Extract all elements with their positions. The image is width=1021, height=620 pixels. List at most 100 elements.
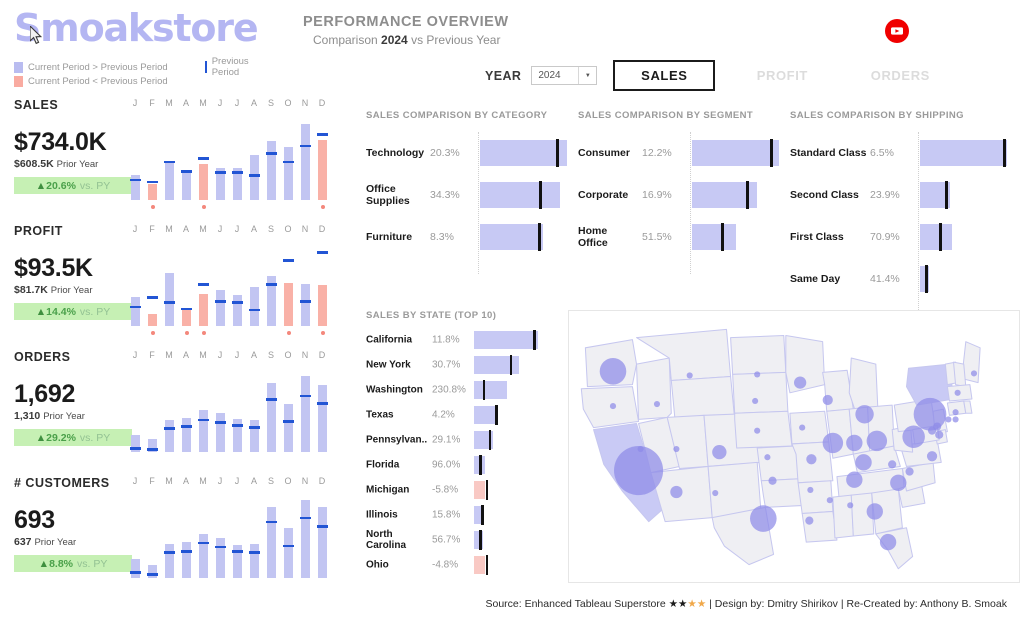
map-bubble-OR[interactable] [609, 403, 617, 410]
map-bubble-NV[interactable] [637, 445, 644, 453]
map-bubble-MS[interactable] [826, 497, 833, 504]
spark-bar [300, 240, 311, 338]
map-bubble-IN[interactable] [846, 434, 863, 452]
year-select[interactable]: 2024 ▼ [531, 66, 598, 85]
map-state-NE[interactable] [734, 410, 793, 449]
map-state-GA[interactable] [871, 488, 903, 535]
kpi-title: ORDERS [14, 350, 71, 364]
spark-previous-marker [198, 541, 209, 545]
spark-month-label: A [250, 98, 257, 108]
map-bubble-SC[interactable] [905, 467, 914, 476]
map-bubble-SD[interactable] [752, 397, 759, 405]
map-state-NH[interactable] [953, 361, 967, 388]
map-bubble-AR[interactable] [807, 486, 814, 494]
map-bubble-CT[interactable] [945, 416, 952, 423]
map-bubble-OH[interactable] [866, 430, 888, 452]
map-bubble-MN[interactable] [794, 376, 807, 389]
map-state-ND[interactable] [730, 335, 787, 375]
map-bubble-NE[interactable] [754, 427, 761, 434]
map-state-WI[interactable] [822, 369, 854, 412]
spark-bar [300, 492, 311, 590]
map-bubble-RI[interactable] [952, 416, 959, 423]
spark-bar [198, 240, 209, 338]
map-bubble-UT[interactable] [673, 445, 680, 453]
map-bubble-FL[interactable] [879, 533, 897, 551]
state-row: Texas 4.2% [366, 404, 566, 426]
map-bubble-LA[interactable] [805, 516, 814, 525]
map-bubble-AZ[interactable] [670, 485, 683, 499]
map-bubble-CO[interactable] [712, 444, 727, 460]
map-state-AR[interactable] [797, 480, 834, 514]
map-bubble-VA[interactable] [926, 451, 938, 462]
map-bubble-NY[interactable] [913, 397, 947, 431]
map-state-SD[interactable] [732, 371, 789, 414]
map-bubble-GA[interactable] [866, 503, 883, 520]
youtube-icon[interactable] [885, 19, 909, 43]
comparison-panel-title: SALES COMPARISON BY SEGMENT [578, 110, 754, 121]
map-state-MI[interactable] [848, 357, 879, 412]
map-state-FL[interactable] [875, 527, 914, 570]
state-pct: 29.1% [432, 434, 461, 446]
map-bubble-OK[interactable] [768, 476, 777, 485]
map-bubble-NJ[interactable] [933, 422, 942, 431]
kpi-prior-value: $81.7K [14, 284, 48, 296]
map-bubble-TX[interactable] [750, 505, 777, 532]
state-row: Michigan -5.8% [366, 479, 566, 501]
comparison-row: Consumer 12.2% [578, 139, 787, 167]
spark-previous-marker [215, 171, 226, 174]
map-state-RI[interactable] [963, 400, 973, 414]
map-bubble-CA[interactable] [614, 445, 664, 496]
chevron-down-icon[interactable]: ▼ [578, 67, 596, 84]
spark-current-bar [148, 313, 157, 326]
us-sales-map[interactable] [568, 310, 1020, 583]
tab-orders[interactable]: ORDERS [849, 60, 952, 91]
map-bubble-KY[interactable] [855, 454, 872, 471]
map-state-IA[interactable] [789, 410, 830, 445]
spark-month-label: J [217, 350, 223, 360]
spark-previous-marker [300, 144, 311, 148]
map-bubble-MA[interactable] [952, 409, 959, 416]
map-bubble-PA[interactable] [902, 425, 925, 449]
spark-previous-marker [232, 424, 243, 427]
map-state-KS[interactable] [756, 445, 799, 482]
map-bubble-WA[interactable] [599, 358, 627, 385]
map-bubble-NH[interactable] [954, 389, 961, 396]
comparison-row: Second Class 23.9% [790, 181, 1015, 209]
tab-sales[interactable]: SALES [613, 60, 716, 91]
map-state-AL[interactable] [850, 492, 875, 537]
comparison-axis-line [918, 132, 920, 316]
map-bubble-ID[interactable] [653, 400, 661, 408]
map-state-LA[interactable] [801, 510, 838, 543]
map-bubble-MO[interactable] [806, 454, 817, 465]
spark-month-label: S [267, 350, 274, 360]
map-bubble-AL[interactable] [847, 502, 854, 509]
map-bubble-IL[interactable] [822, 432, 844, 454]
map-bubble-NM[interactable] [712, 489, 719, 497]
map-bubble-MT[interactable] [686, 372, 693, 379]
map-state-ID[interactable] [636, 357, 672, 420]
spark-previous-marker [198, 283, 209, 286]
map-bubble-WI[interactable] [822, 394, 833, 406]
map-bubble-IA[interactable] [799, 424, 806, 431]
spark-bar [147, 366, 158, 464]
state-label: Washington [366, 384, 423, 396]
spark-month-label: A [250, 350, 257, 360]
map-bubble-ME[interactable] [970, 370, 978, 377]
map-bubble-DE[interactable] [935, 430, 944, 439]
map-bubble-KS[interactable] [764, 454, 771, 461]
map-bubble-WV[interactable] [888, 460, 897, 469]
spark-month-label: J [217, 476, 223, 486]
map-bubble-NC[interactable] [890, 474, 907, 491]
map-state-OR[interactable] [580, 386, 640, 429]
map-state-OK[interactable] [760, 478, 807, 508]
kpi-summary: ORDERS 1,692 1,310 Prior Year ▲ 29.2% vs… [14, 350, 132, 446]
arrow-up-icon: ▲ [35, 179, 47, 192]
us-map-svg [580, 328, 981, 570]
map-state-MN[interactable] [785, 335, 826, 394]
map-bubble-ND[interactable] [754, 371, 761, 378]
map-bubble-MI[interactable] [855, 405, 874, 424]
map-bubble-TN[interactable] [846, 471, 863, 488]
map-state-MS[interactable] [832, 494, 854, 539]
tab-profit[interactable]: PROFIT [731, 60, 834, 91]
